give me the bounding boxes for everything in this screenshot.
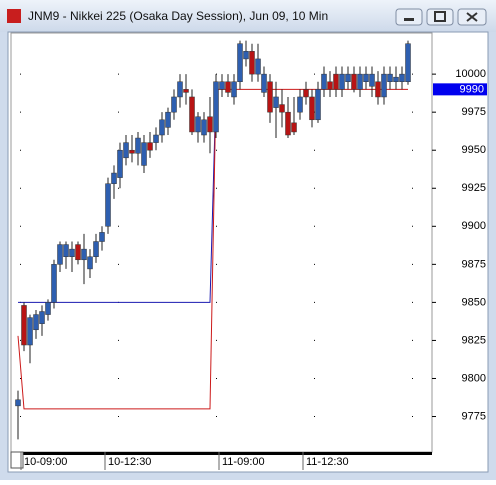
candle-body <box>27 317 33 346</box>
y-tick-label: 9775 <box>462 410 486 422</box>
candle-body <box>333 73 339 90</box>
scroll-handle[interactable] <box>10 451 24 469</box>
candle-body <box>387 73 393 82</box>
candle-body <box>225 81 231 93</box>
candle-body <box>363 73 369 82</box>
last-price-box <box>433 83 487 96</box>
minimize-icon <box>404 18 414 21</box>
candle-body <box>321 73 327 90</box>
candle-body <box>177 81 183 98</box>
y-tick-label: 10000 <box>455 68 486 80</box>
window-title: JNM9 - Nikkei 225 (Osaka Day Session), J… <box>28 9 328 23</box>
candle-body <box>351 73 357 90</box>
candle-body <box>171 96 177 113</box>
candle-body <box>393 76 399 82</box>
candle-body <box>279 104 285 113</box>
candle-body <box>153 134 159 143</box>
y-tick-label: 9900 <box>462 220 486 232</box>
candle-body <box>243 51 249 60</box>
candle-body <box>99 232 105 242</box>
candle-body <box>357 73 363 90</box>
y-tick-label: 9800 <box>462 372 486 384</box>
candle-body <box>309 96 315 121</box>
candle-body <box>93 241 99 257</box>
candle-body <box>201 119 207 136</box>
x-tick-label: 11-09:00 <box>222 456 265 468</box>
close-icon <box>466 12 478 22</box>
candle-body <box>219 81 225 90</box>
candle-body <box>165 111 171 128</box>
candle-body <box>207 116 213 133</box>
candle-body <box>267 81 273 113</box>
candle-body <box>129 149 135 154</box>
candle-body <box>213 81 219 133</box>
candle-body <box>285 111 291 136</box>
candle-body <box>255 58 261 75</box>
y-tick-label: 9825 <box>462 334 486 346</box>
candle-body <box>45 302 51 315</box>
x-tick-label: 11-12:30 <box>306 456 349 468</box>
y-tick-label: 9850 <box>462 296 486 308</box>
candle-body <box>261 73 267 93</box>
candle-body <box>405 43 411 82</box>
candle-body <box>135 137 141 154</box>
candle-body <box>381 73 387 98</box>
maximize-icon <box>434 11 446 22</box>
candle-body <box>51 264 57 303</box>
y-tick-label: 9925 <box>462 182 486 194</box>
candle-body <box>69 248 75 257</box>
candle-body <box>183 89 189 93</box>
candle-body <box>105 183 111 227</box>
candle-body <box>21 305 27 346</box>
maximize-button[interactable] <box>426 8 454 26</box>
candle-body <box>189 96 195 133</box>
candle-body <box>399 73 405 82</box>
candle-body <box>117 149 123 178</box>
candle-body <box>81 248 87 261</box>
x-tick-label: 10-09:00 <box>24 456 67 468</box>
candle-body <box>15 399 21 407</box>
candle-body <box>375 81 381 98</box>
candle-body <box>33 314 39 331</box>
candle-body <box>39 311 45 324</box>
candle-body <box>147 142 153 151</box>
candle-body <box>111 172 117 184</box>
candle-body <box>303 89 309 98</box>
candle-body <box>63 244 69 257</box>
y-tick-label: 9950 <box>462 144 486 156</box>
y-tick-label: 9875 <box>462 258 486 270</box>
candle-body <box>273 96 279 108</box>
candle-body <box>369 73 375 87</box>
candle-body <box>297 96 303 113</box>
candle-body <box>195 116 201 133</box>
candle-body <box>231 81 237 98</box>
candle-body <box>339 73 345 90</box>
reference-line <box>18 89 217 303</box>
candle-body <box>159 119 165 136</box>
app-icon <box>7 9 21 23</box>
candle-body <box>75 244 81 261</box>
candle-body <box>57 244 63 265</box>
last-price-label: 9990 <box>460 83 484 95</box>
candle-body <box>327 81 333 90</box>
candle-body <box>237 43 243 82</box>
candle-body <box>123 142 129 159</box>
candle-body <box>249 51 255 75</box>
candle-body <box>141 142 147 166</box>
candle-body <box>87 256 93 270</box>
candle-body <box>315 89 321 121</box>
candle-body <box>345 73 351 82</box>
y-tick-label: 9975 <box>462 106 486 118</box>
x-tick-label: 10-12:30 <box>108 456 151 468</box>
candle-body <box>291 122 297 133</box>
x-axis-bar <box>11 452 432 455</box>
minimize-button[interactable] <box>395 8 423 26</box>
